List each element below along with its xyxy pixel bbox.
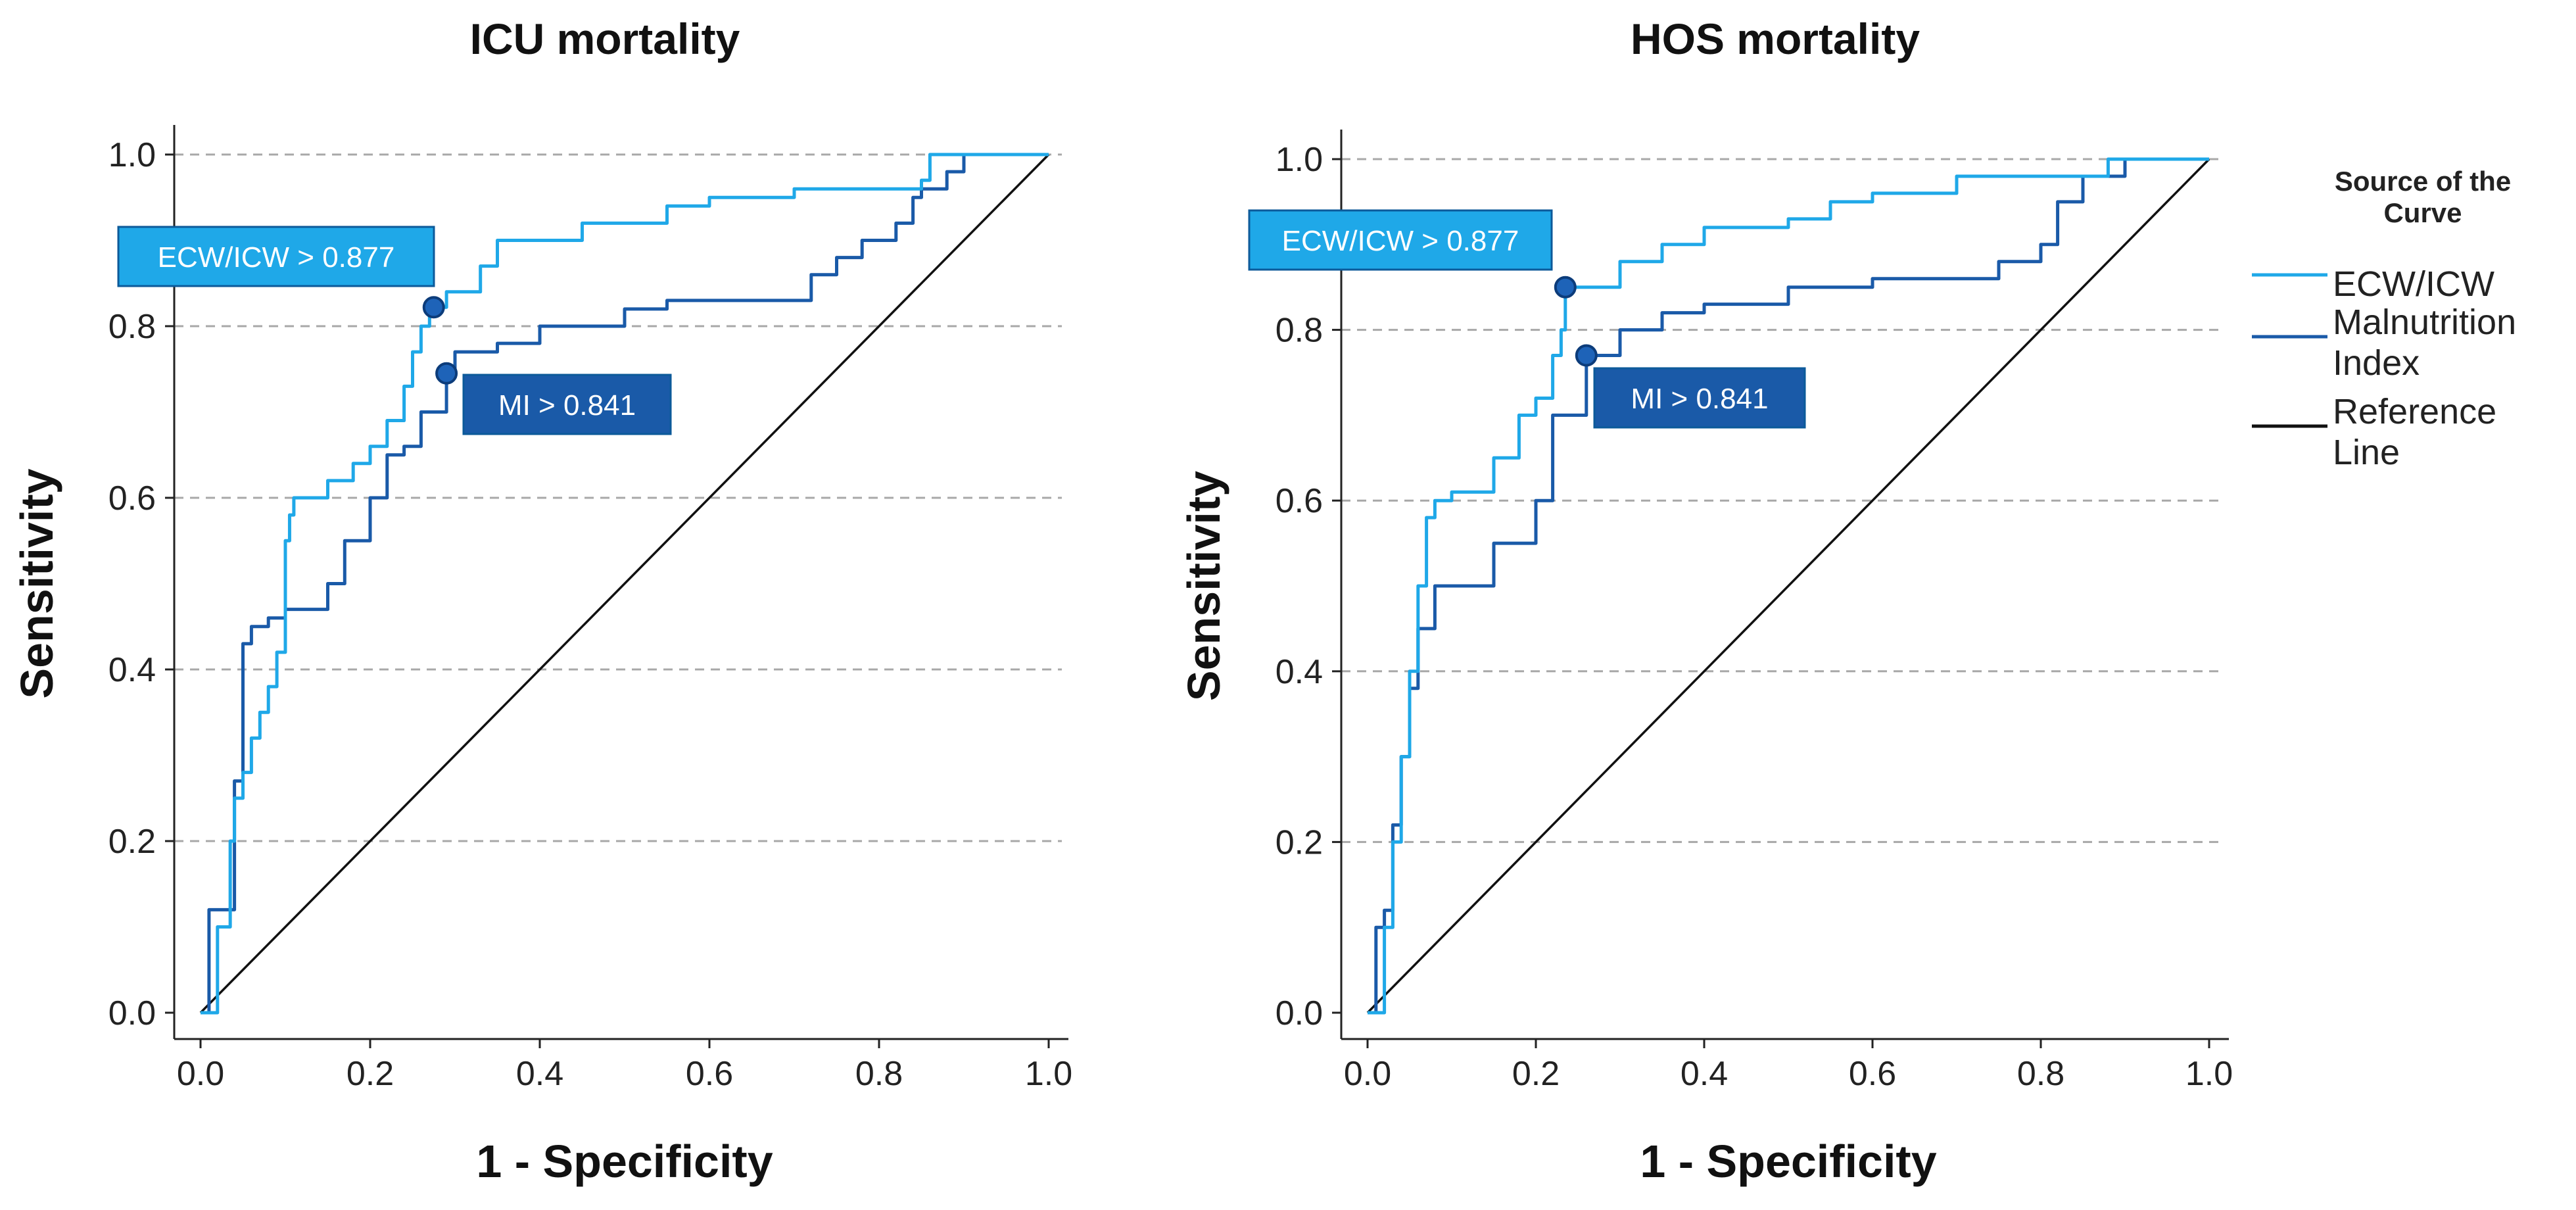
cutoff-label: MI > 0.841 xyxy=(498,389,636,422)
y-tick-label: 0.2 xyxy=(1276,823,1323,861)
x-tick-label: 0.0 xyxy=(177,1055,224,1093)
legend-label: Malnutrition xyxy=(2333,302,2516,342)
reference-line-curve xyxy=(199,153,1050,1014)
x-tick-label: 0.4 xyxy=(516,1055,563,1093)
legend-title: Source of the xyxy=(2335,166,2511,197)
cutoff-marker xyxy=(422,296,445,319)
y-tick-label: 0.8 xyxy=(1276,312,1323,350)
reference-line-curve xyxy=(1366,158,2210,1014)
legend-label: Reference xyxy=(2333,392,2496,431)
y-tick-label: 0.2 xyxy=(108,823,156,861)
cutoff-label-box xyxy=(117,226,435,287)
y-tick-label: 0.4 xyxy=(1276,653,1323,691)
x-tick-label: 1.0 xyxy=(2185,1055,2233,1093)
cutoff-label: ECW/ICW > 0.877 xyxy=(1282,225,1519,257)
cutoff-label: MI > 0.841 xyxy=(1631,383,1768,415)
y-tick-label: 0.0 xyxy=(1276,994,1323,1032)
y-tick-label: 0.4 xyxy=(108,651,156,689)
y-tick-label: 0.8 xyxy=(108,308,156,346)
y-tick-label: 0.0 xyxy=(108,994,156,1032)
y-tick-label: 0.6 xyxy=(108,479,156,518)
hos-mortality-panel: HOS mortality 0.0 0.2 0.4 0.6 0.8 1.0 0.0 0.2 0.4… xyxy=(1178,14,2233,1187)
x-tick-label: 0.6 xyxy=(686,1055,733,1093)
legend-label: Line xyxy=(2333,433,2400,472)
cutoff-label-box xyxy=(1248,209,1553,271)
y-axis-title: Sensitivity xyxy=(1178,471,1229,701)
panel-title: ICU mortality xyxy=(470,14,740,63)
x-tick-label: 0.4 xyxy=(1681,1055,1728,1093)
legend-label: ECW/ICW xyxy=(2333,264,2494,304)
x-tick-label: 0.8 xyxy=(2017,1055,2064,1093)
x-tick-label: 0.6 xyxy=(1849,1055,1896,1093)
x-tick-label: 1.0 xyxy=(1025,1055,1072,1093)
x-tick-label: 0.0 xyxy=(1344,1055,1391,1093)
ecw-icw-curve xyxy=(201,153,1049,1015)
y-tick-label: 0.6 xyxy=(1276,482,1323,520)
cutoff-marker xyxy=(1554,276,1577,299)
legend-title: Curve xyxy=(2383,197,2462,228)
y-tick-label: 1.0 xyxy=(1276,141,1323,179)
x-axis-title: 1 - Specificity xyxy=(1640,1136,1936,1187)
panel-title: HOS mortality xyxy=(1631,14,1920,63)
cutoff-marker xyxy=(1575,344,1598,367)
legend-label: Index xyxy=(2333,343,2420,383)
x-tick-label: 0.8 xyxy=(855,1055,903,1093)
x-axis-title: 1 - Specificity xyxy=(476,1136,773,1187)
cutoff-label-box xyxy=(1593,367,1806,429)
y-axis-title: Sensitivity xyxy=(11,468,62,698)
cutoff-label-box xyxy=(462,374,672,435)
x-tick-label: 0.2 xyxy=(1512,1055,1560,1093)
x-tick-label: 0.2 xyxy=(346,1055,394,1093)
y-tick-label: 1.0 xyxy=(108,136,156,174)
cutoff-label: ECW/ICW > 0.877 xyxy=(158,241,395,274)
icu-mortality-panel: ICU mortality 0.0 0.2 0.4 0.6 0.8 1.0 0.0 0.2 0.4… xyxy=(11,14,1072,1187)
cutoff-marker xyxy=(435,362,458,385)
ecw-icw-curve xyxy=(1368,157,2209,1015)
